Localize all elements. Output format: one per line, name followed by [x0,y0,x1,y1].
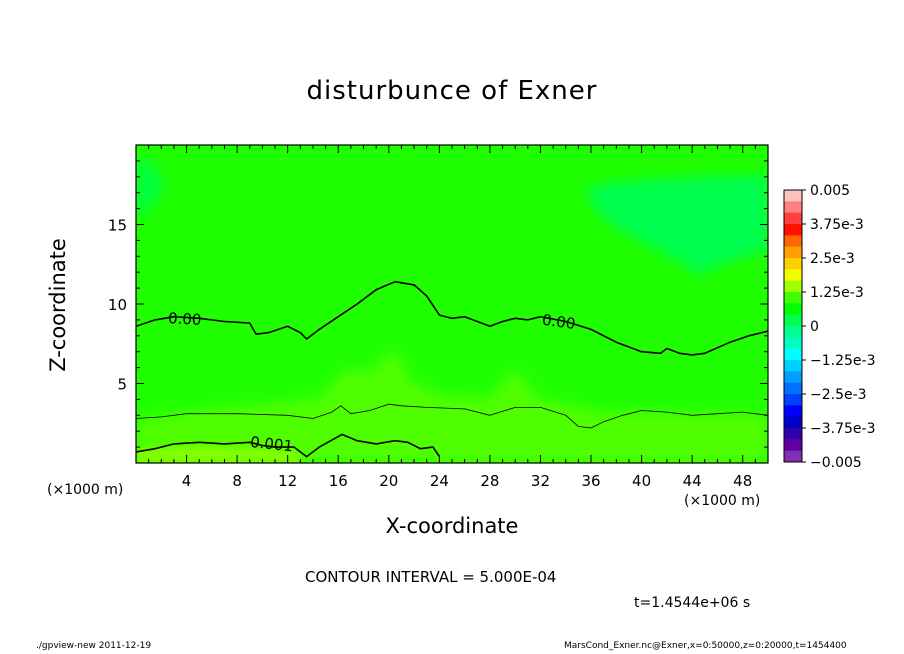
y-tick-label: 5 [117,376,127,394]
x-tick-label: 24 [430,472,449,490]
colorbar-swatch [784,394,802,406]
colorbar-label: 2.5e-3 [810,251,855,267]
y-axis: 5 10 15 [108,144,768,464]
plot-area [136,145,768,463]
x-tick-label: 32 [531,472,550,490]
x-axis-label: X-coordinate [385,514,519,538]
field-region-lower [136,350,768,463]
x-unit-label-left: (×1000 m) [47,482,124,498]
colorbar-swatch [784,190,802,202]
colorbar-swatch [784,224,802,236]
colorbar-swatch [784,280,802,293]
contour-interval-text: CONTOUR INTERVAL = 5.000E-04 [305,568,557,586]
colorbar-label: 0 [810,319,819,335]
field-region-upper-right [585,175,768,275]
colorbar-swatch [784,428,802,440]
footer-source: MarsCond_Exner.nc@Exner,x=0:50000,z=0:20… [564,641,847,651]
colorbar-label: 3.75e-3 [810,217,864,233]
footer-program-date: ./gpview-new 2011-12-19 [36,641,152,651]
colorbar-swatch [784,258,802,270]
contour-label-zero-right: 0.00 [541,311,577,333]
contour-lines [136,280,768,458]
colorbar-swatch [784,292,802,304]
colorbar-swatch [784,326,802,338]
colorbar: 0.005 3.75e-3 2.5e-3 1.25e-3 0 −1.25e-3 −2.5e-… [783,183,875,471]
contour-line-0 [136,280,768,356]
colorbar-label: 1.25e-3 [810,285,864,301]
x-tick-label: 48 [733,472,752,490]
colorbar-swatch [784,360,802,372]
colorbar-label: −2.5e-3 [810,387,867,403]
colorbar-swatch [784,337,802,350]
colorbar-swatch [784,450,802,463]
colorbar-swatch [784,201,802,214]
x-tick-label: 36 [581,472,600,490]
contour-label-0001: 0.001 [249,433,294,455]
colorbar-swatch [784,235,802,248]
colorbar-swatch [784,371,802,384]
field-region-surface [136,446,300,463]
colorbar-label: −0.005 [810,455,862,471]
colorbar-label: −3.75e-3 [810,421,875,437]
colorbar-swatch [784,303,802,316]
colorbar-swatch [784,348,802,361]
field-region-upper-left [136,160,165,215]
contour-label-zero-left: 0.00 [168,309,202,329]
contour-line-1 [136,403,768,429]
x-unit-label-right: (×1000 m) [684,493,761,509]
colorbar-swatch [784,269,802,282]
x-tick-label: 20 [379,472,398,490]
x-tick-label: 44 [683,472,702,490]
chart-title: disturbunce of Exner [306,76,598,106]
colorbar-label: 0.005 [810,183,850,199]
contour-labels: 0.00 0.00 0.001 [168,309,577,455]
x-axis: 4 8 12 16 20 24 28 32 36 40 44 48 [135,145,769,490]
colorbar-swatch [784,212,802,225]
x-tick-label: 40 [632,472,651,490]
x-tick-label: 8 [232,472,242,490]
colorbar-swatch [784,439,802,452]
colorbar-label: −1.25e-3 [810,353,875,369]
x-tick-label: 28 [480,472,499,490]
time-label: t=1.4544e+06 s [634,595,751,611]
contour-line-2 [136,433,441,458]
y-tick-label: 15 [108,217,127,235]
x-tick-label: 4 [182,472,192,490]
colorbar-swatch [784,314,802,327]
y-tick-label: 10 [108,296,127,314]
colorbar-swatch [784,416,802,429]
x-tick-label: 12 [278,472,297,490]
colorbar-swatch [784,246,802,259]
colorbar-swatch [784,405,802,418]
colorbar-swatch [784,382,802,395]
x-tick-label: 16 [329,472,348,490]
